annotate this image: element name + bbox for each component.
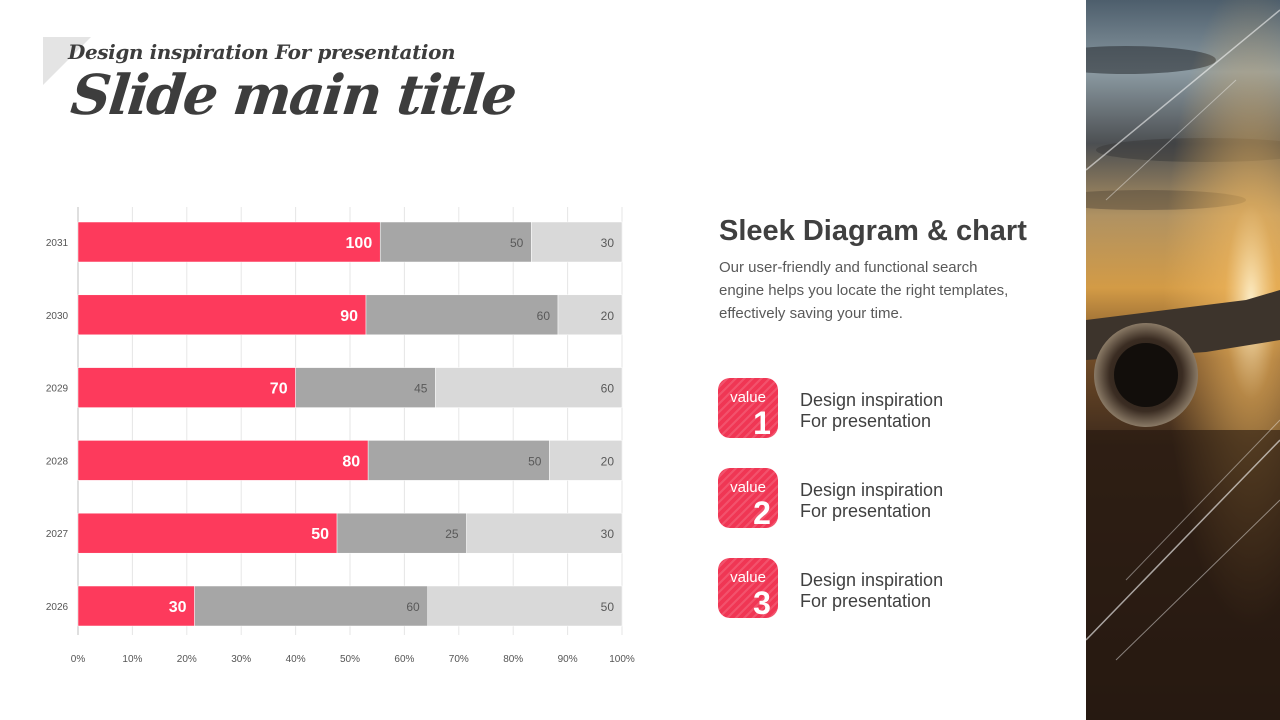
value-badge-label: value	[730, 479, 766, 496]
chart-x-tick-label: 100%	[609, 654, 635, 665]
chart-x-tick-label: 80%	[503, 654, 523, 665]
chart-data-label: 80	[342, 453, 360, 470]
chart-bar-segment	[77, 294, 367, 336]
chart-data-label: 60	[537, 309, 551, 323]
value-line-2: For presentation	[800, 591, 932, 611]
value-badge-label: value	[730, 569, 766, 586]
value-badge-number: 2	[753, 495, 771, 528]
chart-x-tick-label: 70%	[449, 654, 469, 665]
chart-data-label: 90	[340, 308, 358, 325]
value-line-2: For presentation	[800, 411, 932, 431]
chart-x-tick-label: 10%	[122, 654, 142, 665]
chart-data-label: 60	[406, 600, 420, 614]
chart-bar-segment	[77, 440, 369, 481]
value-item: value 3 Design inspiration For presentat…	[718, 558, 1058, 618]
value-badge-label: value	[730, 389, 766, 406]
chart-bar-segment	[295, 367, 436, 408]
chart-data-label: 30	[169, 599, 187, 616]
chart-data-label: 60	[601, 382, 615, 396]
value-description: Design inspiration For presentation	[800, 570, 943, 612]
chart-x-tick-label: 50%	[340, 654, 360, 665]
chart-bar-segment	[557, 294, 623, 336]
value-description: Design inspiration For presentation	[800, 480, 943, 522]
chart-bar-segment	[427, 585, 623, 627]
value-line-1: Design inspiration	[800, 480, 944, 500]
value-description: Design inspiration For presentation	[800, 390, 943, 432]
slide-subtitle: Design inspiration For presentation	[68, 40, 456, 64]
chart-x-tick-label: 60%	[394, 654, 414, 665]
chart-bar-segment	[77, 367, 296, 408]
chart-data-label: 100	[346, 235, 373, 252]
chart-bar-segment	[379, 221, 532, 263]
chart-bar-segment	[365, 294, 559, 336]
chart-category-label: 2028	[46, 456, 69, 467]
airplane-photo-illustration	[1086, 0, 1280, 720]
value-badge: value 2	[718, 468, 778, 528]
value-item: value 1 Design inspiration For presentat…	[718, 378, 1058, 438]
chart-category-label: 2027	[46, 529, 69, 540]
value-badge: value 3	[718, 558, 778, 618]
chart-x-tick-label: 0%	[71, 654, 86, 665]
value-line-2: For presentation	[800, 501, 932, 521]
airplane-sunset-photo	[1086, 0, 1280, 720]
value-line-1: Design inspiration	[800, 390, 944, 410]
chart-data-label: 20	[601, 454, 615, 468]
chart-x-tick-label: 20%	[177, 654, 197, 665]
chart-bar-segment	[549, 440, 623, 481]
chart-category-label: 2029	[46, 384, 69, 395]
chart-bar-segment	[531, 221, 623, 263]
chart-bar-segment	[466, 512, 623, 554]
chart-data-label: 30	[601, 236, 615, 250]
chart-data-label: 25	[445, 527, 459, 541]
value-item: value 2 Design inspiration For presentat…	[718, 468, 1058, 528]
value-line-1: Design inspiration	[800, 570, 944, 590]
chart-category-label: 2030	[46, 311, 69, 322]
chart-data-label: 30	[601, 527, 615, 541]
value-badge: value 1	[718, 378, 778, 438]
chart-data-label: 45	[414, 382, 428, 396]
chart-x-tick-label: 40%	[286, 654, 306, 665]
chart-data-label: 50	[528, 454, 542, 468]
slide-main-title: Slide main title	[68, 62, 519, 127]
value-badge-number: 1	[753, 405, 771, 438]
chart-bar-segment	[77, 221, 381, 263]
chart-bar-segment	[435, 367, 623, 408]
chart-data-label: 50	[601, 600, 615, 614]
chart-category-label: 2026	[46, 602, 69, 613]
chart-data-label: 70	[270, 381, 288, 398]
value-badge-number: 3	[753, 585, 771, 618]
chart-bar-segment	[194, 585, 428, 627]
chart-category-label: 2031	[46, 238, 69, 249]
chart-bar-segment	[367, 440, 550, 481]
chart-data-label: 20	[601, 309, 615, 323]
chart-data-label: 50	[510, 236, 524, 250]
chart-bar-segment	[77, 585, 195, 627]
stacked-bar-chart: 0% 10% 20% 30% 40% 50% 60% 70% 80% 90% 100% 2031 100…	[46, 207, 635, 665]
chart-bar-segment	[77, 512, 338, 554]
info-description: Our user-friendly and functional search …	[719, 259, 1009, 322]
chart-data-label: 50	[311, 526, 329, 543]
chart-x-tick-label: 30%	[231, 654, 251, 665]
info-title: Sleek Diagram & chart	[719, 215, 1027, 247]
chart-bar-segment	[336, 512, 467, 554]
chart-x-tick-label: 90%	[558, 654, 578, 665]
